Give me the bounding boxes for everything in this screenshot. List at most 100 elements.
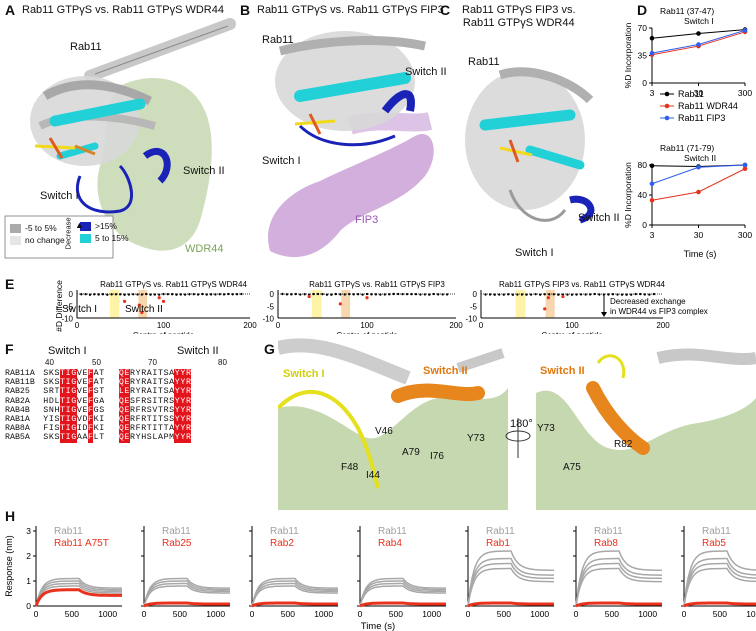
panel-b-structure [268, 31, 434, 258]
residue-cell: Y [174, 387, 181, 397]
residue-cell: S [43, 369, 49, 378]
e-point-2-35 [511, 293, 515, 296]
residue-cell: E [124, 414, 130, 425]
residue-cell: Y [174, 414, 181, 425]
alignment-row-name: RAB25 [5, 387, 30, 397]
h-ref-curve-1-2 [143, 582, 230, 607]
e-point-0-95 [157, 293, 161, 296]
e-red-point-0-0 [122, 299, 127, 304]
alignment-row-name: RAB1A [5, 414, 30, 424]
d-legend-marker-2 [664, 115, 670, 121]
residue-cell: R [185, 433, 192, 443]
residue-cell: V [76, 369, 82, 378]
residue-cell: R [185, 369, 192, 379]
e-point-1-115 [379, 293, 382, 296]
panel-b-title: Rab11 GTPγS vs. Rab11 GTPγS FIP3 [257, 4, 444, 16]
resnum-50: 50 [92, 358, 101, 367]
residue-cell: R [141, 396, 147, 406]
e-point-2-180 [643, 293, 646, 296]
e-point-1-180 [437, 293, 440, 296]
residue-cell: R [130, 369, 135, 378]
e-point-1-135 [396, 292, 400, 296]
residue-cell: S [99, 405, 105, 415]
h-ytick-label-0: 0 [26, 601, 31, 611]
panel-c-t2-gamma: γ [520, 17, 526, 29]
res-i76: I76 [430, 451, 444, 462]
panel-f-switch2-label: Switch II [177, 345, 219, 357]
e-point-1-185 [441, 293, 444, 296]
panel-c-t1-post: S FIP3 vs. [524, 4, 576, 16]
residue-cell: T [59, 414, 66, 425]
d-ytick-label-0-2: 70 [638, 23, 648, 33]
e-point-1-15 [290, 293, 293, 296]
h-test-curve-3 [359, 601, 446, 608]
h-xtick-label-4-0: 0 [466, 609, 471, 619]
residue-cell: T [59, 433, 66, 443]
residue-cell: R [185, 405, 192, 415]
h-test-label-0: Rab11 A75T [54, 538, 109, 549]
residue-cell: E [82, 387, 88, 397]
e-point-2-165 [629, 293, 633, 296]
panel-c-t1-pre: Rab11 GTP [462, 4, 520, 16]
e-switch2-band-2 [545, 290, 555, 318]
h-ref-curve-0-3 [35, 585, 122, 607]
residue-cell: S [169, 405, 175, 415]
d-ylabel-0: %D Incorporation [623, 22, 633, 88]
h-test-label-5: Rab8 [594, 538, 618, 549]
h-test-curve-5 [575, 601, 662, 608]
e-red-point-1-2 [365, 296, 369, 300]
e-ytick-0-0: 0 [69, 290, 74, 299]
residue-cell: I [152, 369, 158, 378]
e-point-0-25 [97, 293, 100, 296]
e-ytick-1-2: -10 [262, 315, 274, 324]
residue-cell: K [48, 369, 54, 378]
e-point-0-40 [110, 293, 113, 296]
residue-cell: F [135, 424, 141, 434]
d-point-1-1-1 [696, 189, 701, 195]
residue-cell: E [82, 378, 88, 388]
legend-swatch-2 [10, 235, 21, 245]
h-ref-curve-3-0 [359, 577, 446, 607]
h-test-curve-0 [34, 588, 122, 607]
d-xlabel: Time (s) [684, 249, 717, 259]
h-ref-curve-4-3 [467, 567, 554, 607]
e-point-2-125 [593, 292, 596, 296]
residue-cell: T [146, 424, 152, 434]
residue-cell: A [169, 369, 175, 378]
panel-b-letter: B [240, 2, 251, 18]
panel-a-title-post: S WDR44 [175, 4, 224, 16]
e-point-0-35 [106, 293, 109, 296]
e-point-0-45 [114, 293, 118, 296]
h-ref-label-0: Rab11 [54, 526, 83, 537]
residue-cell: Y [174, 424, 181, 434]
residue-cell: R [48, 387, 54, 397]
d-xtick-label-1-2: 300 [738, 230, 752, 240]
e-point-1-95 [361, 293, 364, 296]
residue-cell: Y [180, 396, 186, 406]
d-ytick-label-0-1: 35 [638, 51, 648, 61]
e-point-0-90 [153, 293, 157, 296]
residue-cell: T [59, 369, 66, 379]
d-xtick-label-1-1: 30 [694, 230, 704, 240]
panel-a-title-pre: Rab11 GTP [22, 4, 80, 16]
residue-cell: T [59, 424, 66, 434]
e-point-1-150 [410, 292, 413, 296]
e-point-1-80 [348, 292, 351, 296]
panel-b-title-pre: Rab11 GTP [257, 4, 315, 16]
up-arrow-icon: ▲ [75, 220, 84, 230]
residue-cell: I [48, 424, 54, 434]
h-xtick-label-1-1: 500 [173, 609, 187, 619]
panel-f-switch1-label: Switch I [48, 345, 87, 357]
residue-cell: R [163, 405, 169, 415]
e-ytick-2-0: 0 [473, 290, 478, 299]
d-point-0-2-0 [649, 50, 655, 56]
alignment-row-name: RAB2A [5, 396, 30, 406]
residue-cell: P [163, 433, 169, 443]
res-y73: Y73 [467, 433, 485, 444]
residue-cell: G [70, 433, 77, 443]
residue-cell: F [43, 424, 49, 434]
panel-g-switch1-label: Switch I [283, 368, 325, 380]
h-ref-curve-5-1 [575, 557, 662, 607]
